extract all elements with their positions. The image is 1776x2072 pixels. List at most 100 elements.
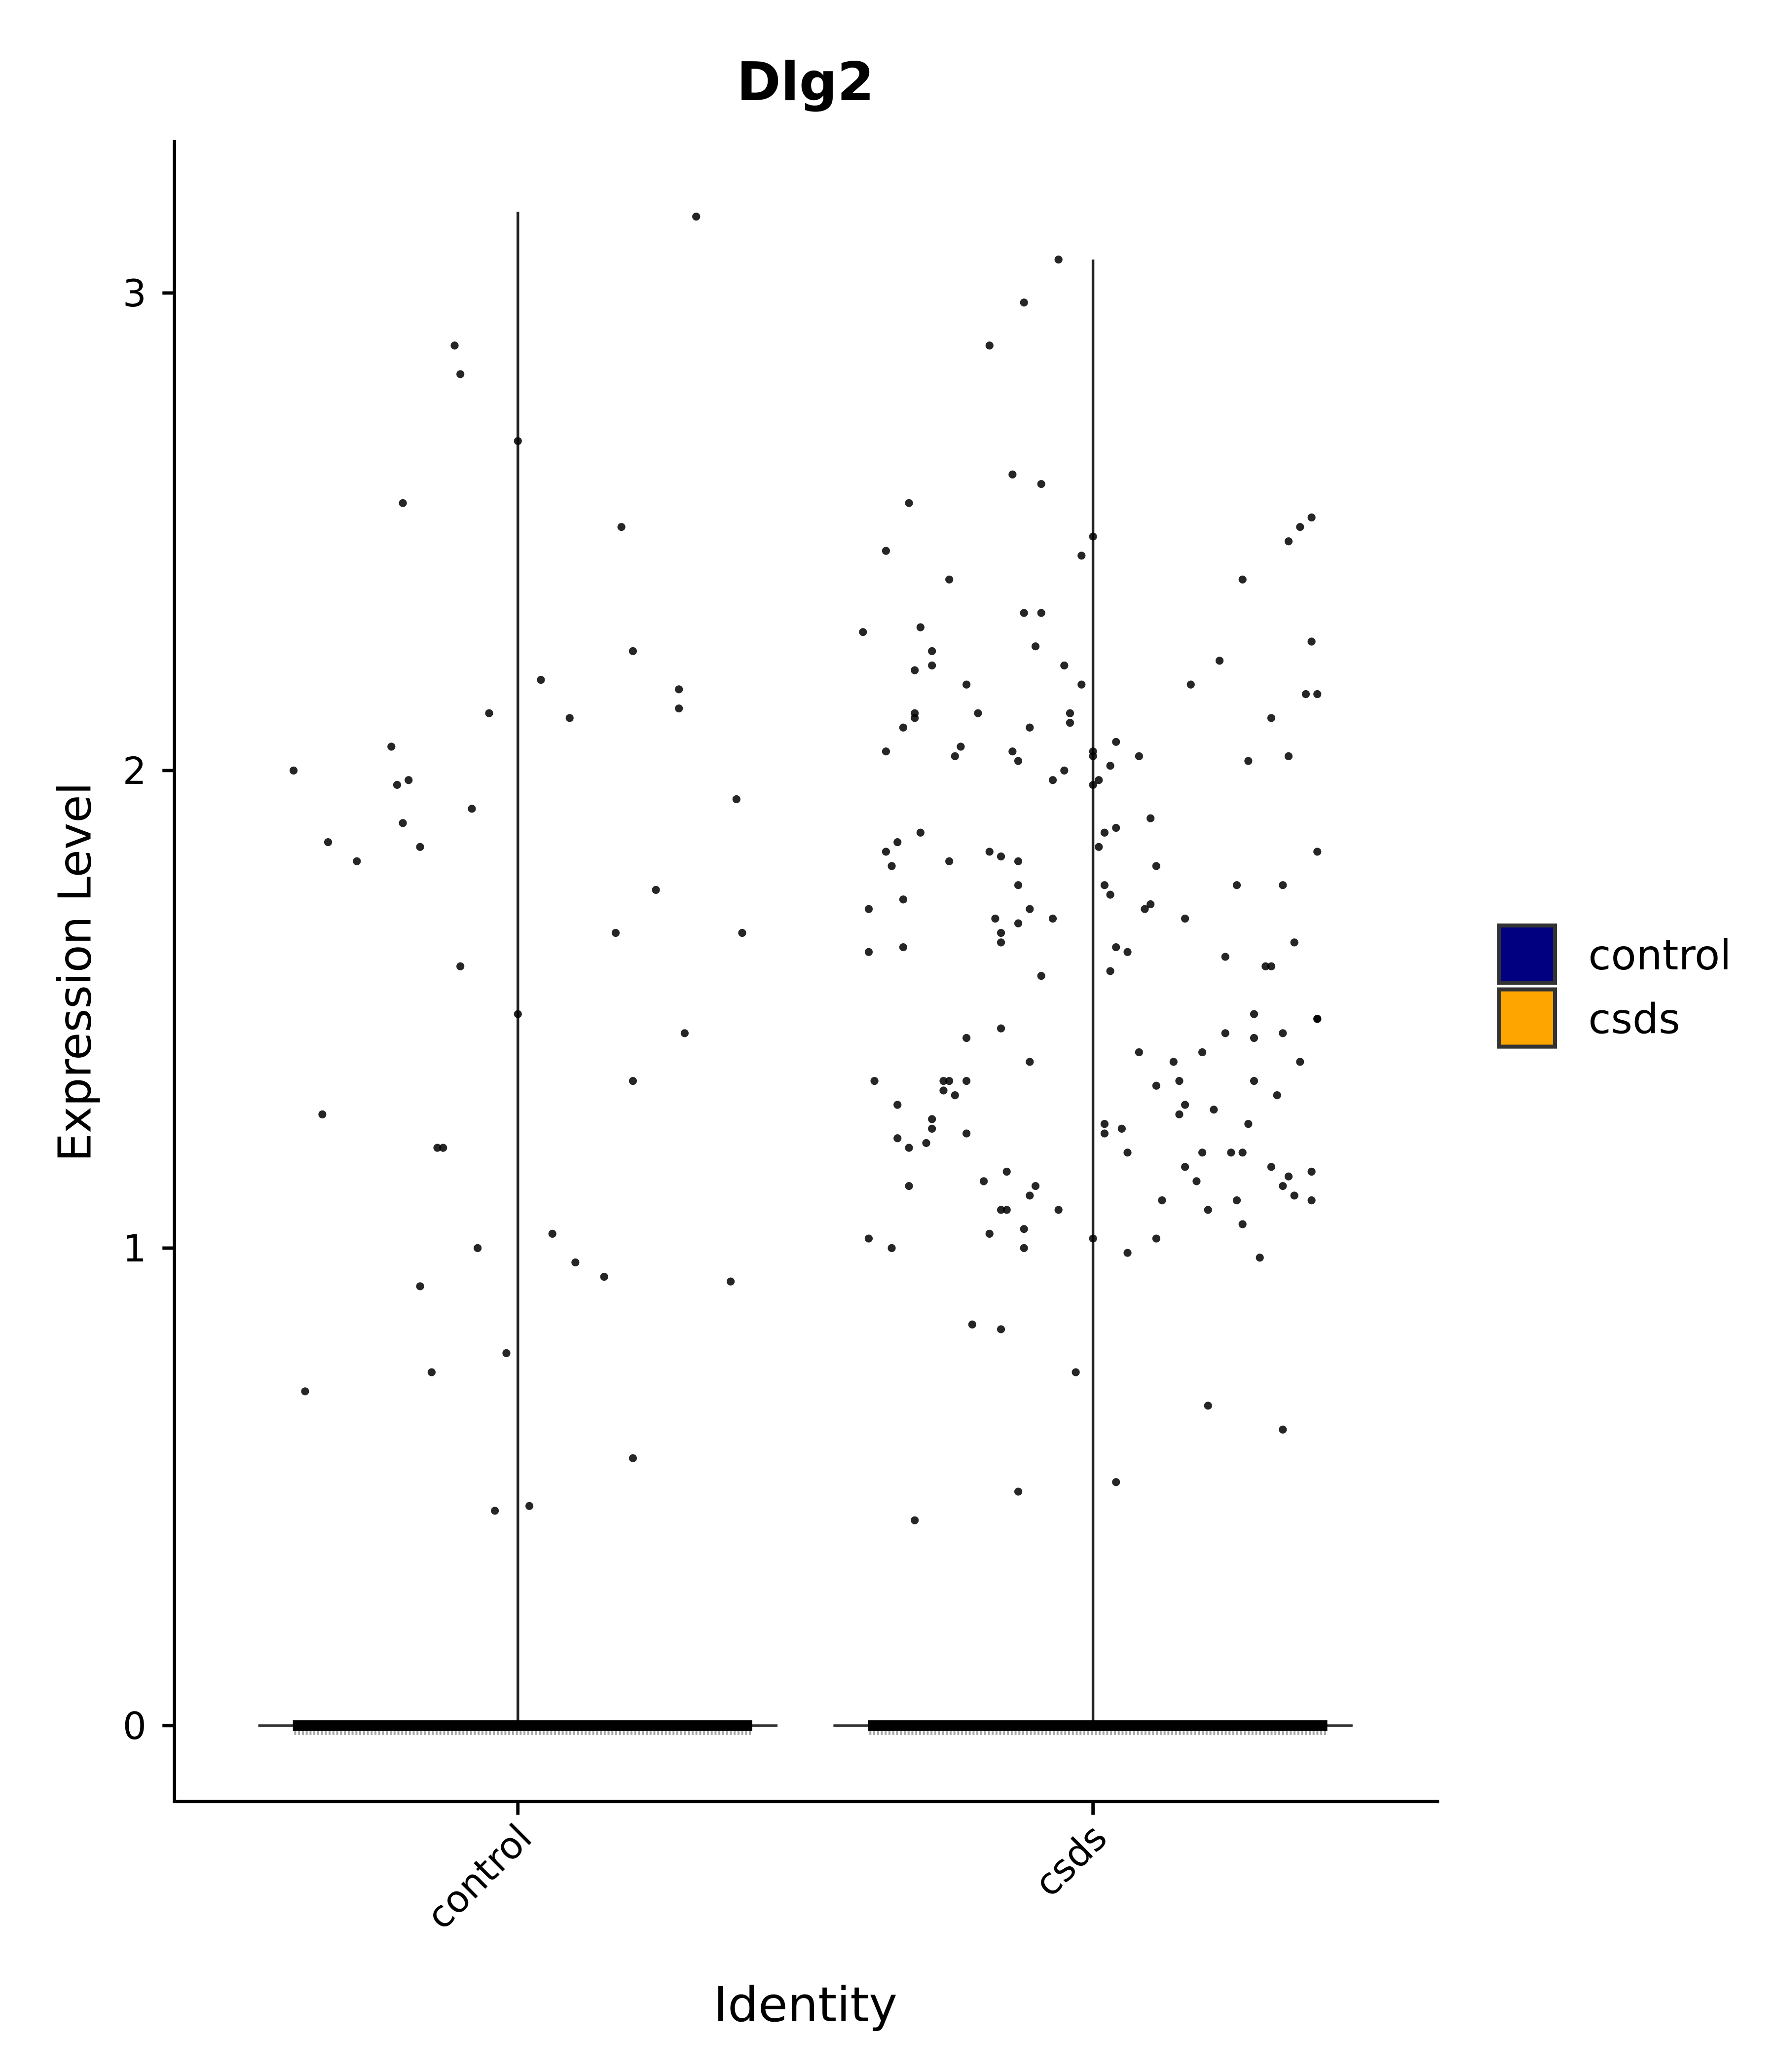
zero-point [919,1729,921,1735]
zero-point [1133,1729,1135,1735]
zero-point [1087,1729,1089,1735]
zero-point [888,1729,890,1735]
point-csds [1152,1081,1160,1090]
point-csds [1048,914,1057,923]
zero-point [550,1729,553,1735]
zero-point [458,1729,461,1735]
point-csds [1279,1425,1287,1434]
zero-point [699,1729,702,1735]
point-csds [1020,298,1028,307]
point-csds [1279,1182,1287,1190]
zero-point [1110,1729,1112,1735]
point-csds [1256,1254,1264,1262]
zero-point [1244,1729,1246,1735]
point-csds [1284,1172,1293,1181]
point-csds [1232,881,1241,889]
point-control [450,341,459,350]
zero-point [439,1729,442,1735]
point-csds [1095,843,1103,851]
zero-point [672,1729,675,1735]
zero-point [949,1729,952,1735]
point-control [393,780,402,789]
point-csds [1100,881,1109,889]
zero-point [577,1729,579,1735]
point-control [525,1502,534,1510]
zero-point [1056,1729,1059,1735]
zero-point [1221,1729,1223,1735]
point-csds [962,1034,971,1042]
zero-point [988,1729,990,1735]
legend-swatch-csds [1497,987,1557,1049]
zero-point [1224,1729,1227,1735]
zero-point [474,1729,476,1735]
point-csds [911,1516,919,1524]
zero-point [1030,1729,1032,1735]
point-csds [1112,943,1120,952]
zero-point [1144,1729,1147,1735]
zero-point [1052,1729,1055,1735]
zero-point [688,1729,690,1735]
zero-point [527,1729,529,1735]
zero-point [1152,1729,1154,1735]
point-control [416,1282,424,1291]
point-csds [1095,776,1103,784]
zero-point [325,1729,327,1735]
point-control [290,766,298,775]
zero-point [1236,1729,1238,1735]
point-csds [911,666,919,674]
zero-point [638,1729,640,1735]
point-csds [1060,766,1069,775]
zero-point [691,1729,694,1735]
point-csds [945,1076,954,1085]
point-csds [1204,1402,1212,1410]
point-csds [974,709,982,717]
point-control [738,928,746,937]
point-control [399,819,407,827]
point-csds [1100,828,1109,837]
violins [258,212,1353,1735]
zero-point [703,1729,705,1735]
point-csds [1089,1234,1097,1243]
zero-point [1205,1729,1208,1735]
zero-point [1129,1729,1131,1735]
zero-point [1026,1729,1028,1735]
zero-point [1141,1729,1143,1735]
point-csds [864,905,873,913]
zero-point [630,1729,633,1735]
zero-point [603,1729,606,1735]
zero-point [1255,1729,1258,1735]
point-control [675,685,683,694]
point-control [468,805,476,813]
zero-point [1320,1729,1323,1735]
point-csds [1020,1244,1028,1252]
point-control [353,857,361,865]
zero-point [1171,1729,1174,1735]
zero-point [347,1729,350,1735]
point-csds [1037,972,1045,980]
y-axis-label: Expression Level [49,782,102,1162]
point-control [629,647,637,655]
point-control [680,1029,689,1037]
zero-point [726,1729,728,1735]
zero-point [478,1729,480,1735]
point-csds [928,1124,936,1133]
zero-point [907,1729,910,1735]
point-csds [928,647,936,655]
point-csds [1112,823,1120,832]
zero-point [581,1729,583,1735]
zero-point [946,1729,948,1735]
zero-point [1232,1729,1235,1735]
zero-point [657,1729,660,1735]
zero-point [397,1729,400,1735]
point-csds [1123,1249,1132,1257]
zero-point [435,1729,438,1735]
zero-point [649,1729,652,1735]
zero-point [1202,1729,1204,1735]
point-csds [962,680,971,689]
point-csds [997,938,1005,947]
zero-point [489,1729,491,1735]
point-csds [1002,1167,1011,1176]
point-csds [1313,848,1322,856]
point-csds [893,1101,902,1109]
zero-point [607,1729,610,1735]
